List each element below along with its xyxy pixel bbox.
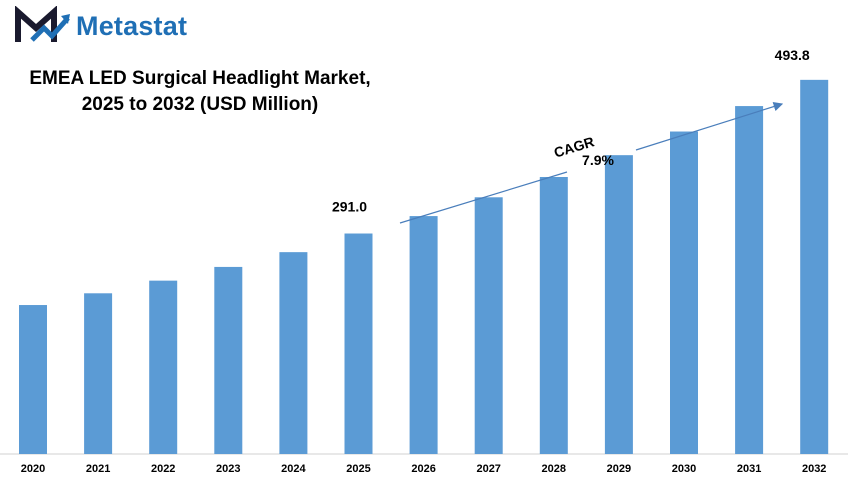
bar-2020 (19, 305, 47, 454)
bar-2029 (604, 155, 633, 455)
bar-2024 (279, 252, 308, 454)
x-tick-label: 2023 (216, 463, 240, 475)
bar-2027 (474, 197, 503, 455)
cagr-arrow-line-2 (635, 101, 784, 151)
x-tick-label: 2020 (21, 463, 45, 475)
x-tick-label: 2021 (86, 463, 110, 475)
brand-logo: Metastat (14, 6, 187, 46)
x-tick-label: 2032 (802, 463, 826, 475)
cagr-arrow-line-1 (399, 171, 568, 224)
x-tick-label: 2025 (346, 463, 370, 475)
x-tick-label: 2022 (151, 463, 175, 475)
data-label-2032: 493.8 (775, 47, 810, 63)
x-tick-label: 2026 (411, 463, 435, 475)
bar-2021 (84, 293, 113, 454)
chart-title-line-1: EMEA LED Surgical Headlight Market, (29, 68, 371, 89)
bar-2026 (409, 216, 438, 454)
x-tick-label: 2027 (476, 463, 500, 475)
brand-name: Metastat (76, 10, 188, 41)
bar-2032 (800, 79, 829, 455)
bar-2028 (539, 176, 568, 455)
x-tick-label: 2029 (607, 463, 631, 475)
bar-2031 (735, 106, 764, 455)
cagr-value: 7.9% (582, 152, 614, 168)
x-tick-label: 2031 (737, 463, 761, 475)
x-tick-label: 2028 (542, 463, 566, 475)
bar-2030 (670, 131, 698, 454)
chart-title: EMEA LED Surgical Headlight Market, 2025… (0, 66, 400, 118)
chart-title-line-2: 2025 to 2032 (USD Million) (81, 94, 319, 115)
x-tick-label: 2024 (281, 463, 306, 475)
bar-2022 (149, 280, 178, 454)
data-label-2025: 291.0 (332, 199, 367, 215)
metastat-m-arrow-icon (15, 6, 70, 42)
x-tick-label: 2030 (672, 463, 696, 475)
bar-2023 (214, 266, 243, 454)
bar-2025 (344, 233, 373, 454)
